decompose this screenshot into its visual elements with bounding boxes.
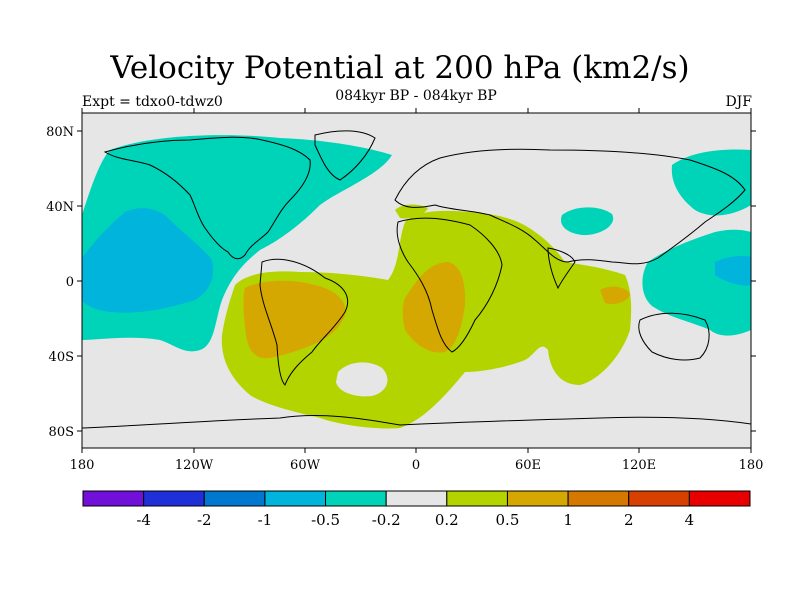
lon-tick-label: 60E (515, 458, 541, 473)
lat-tick-label: 80N (46, 125, 74, 140)
colorbar-box (688, 490, 751, 507)
coastline-greenland (314, 130, 376, 181)
lat-tick-label: 40S (49, 350, 74, 365)
coastline-africa (396, 217, 503, 353)
plot-subtitle: 084kyr BP - 084kyr BP (335, 88, 497, 104)
lon-tick-label: 60W (290, 458, 321, 473)
colorbar-box (385, 490, 448, 507)
coastline-north-america (103, 136, 311, 260)
region-indonesia-orange (600, 286, 630, 304)
region-south-america-orange (243, 280, 346, 359)
lat-tick-label: 40N (46, 200, 74, 215)
colorbar-box (446, 490, 508, 507)
colorbar-label: -1 (258, 511, 273, 529)
colorbar-box (628, 490, 690, 507)
colorbar-box (506, 490, 569, 507)
lat-tick-label: 80S (49, 425, 74, 440)
colorbar-label: -0.5 (311, 511, 340, 529)
lon-tick-label: 120W (175, 458, 214, 473)
colorbar-box (567, 490, 630, 507)
coastline-australia (638, 312, 710, 361)
region-west-pacific-negative (642, 229, 751, 336)
colorbar-box (203, 490, 266, 507)
colorbar-box (325, 490, 387, 507)
colorbar-label: -0.2 (372, 511, 401, 529)
colorbar-box (82, 490, 145, 507)
experiment-label: Expt = tdxo0-tdwz0 (82, 94, 223, 110)
lon-tick-label: 180 (70, 458, 95, 473)
colorbar-label: 4 (685, 511, 695, 529)
colorbar-label: -2 (197, 511, 212, 529)
region-siberia-negative (671, 149, 751, 216)
colorbar-label: 1 (563, 511, 573, 529)
region-africa-orange (402, 262, 466, 353)
colorbar-box (264, 490, 327, 507)
colorbar-label: 2 (624, 511, 634, 529)
lat-tick-label: 0 (66, 275, 74, 290)
lon-tick-label: 120E (622, 458, 656, 473)
colorbar-label: 0.2 (435, 511, 459, 529)
coastline-europe-asia (394, 148, 746, 265)
lon-tick-label: 180 (739, 458, 764, 473)
colorbar-label: -4 (136, 511, 151, 529)
plot-title: Velocity Potential at 200 hPa (km2/s) (110, 50, 690, 86)
lon-tick-label: 0 (412, 458, 420, 473)
region-south-atlantic-hole (336, 362, 388, 397)
coastline-india (547, 247, 576, 290)
season-label: DJF (725, 94, 752, 110)
region-west-pacific-stronger (715, 255, 751, 286)
region-east-pacific-stronger (82, 208, 214, 313)
region-mediterranean-positive (395, 204, 428, 219)
region-central-asia-negative (560, 207, 614, 236)
colorbar-box (143, 490, 205, 507)
coastline-antarctica (82, 415, 751, 429)
coastline-south-america (259, 258, 349, 386)
colorbar-label: 0.5 (496, 511, 520, 529)
